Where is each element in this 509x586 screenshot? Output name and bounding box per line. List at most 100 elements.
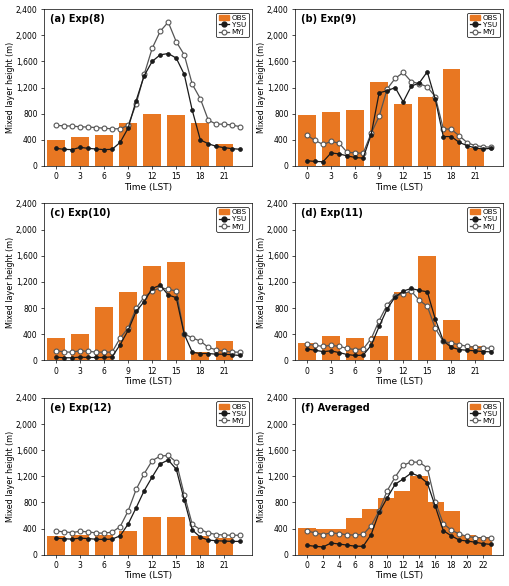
- YSU: [117, 341, 123, 348]
- MYJ: [230, 122, 236, 129]
- YSU: [205, 537, 211, 544]
- YSU: [408, 83, 414, 90]
- Bar: [346, 338, 364, 360]
- MYJ: [440, 520, 446, 527]
- YSU: [304, 542, 310, 549]
- YSU: [336, 540, 342, 547]
- Bar: [467, 346, 484, 360]
- MYJ: [101, 530, 107, 537]
- Bar: [119, 292, 137, 360]
- MYJ: [424, 83, 430, 90]
- Line: MYJ: MYJ: [53, 453, 243, 538]
- MYJ: [320, 531, 326, 538]
- MYJ: [392, 473, 398, 481]
- YSU: [189, 349, 195, 356]
- YSU: [189, 107, 195, 114]
- YSU: [320, 158, 326, 165]
- MYJ: [440, 125, 446, 132]
- MYJ: [376, 507, 382, 514]
- YSU: [328, 540, 334, 547]
- YSU: [149, 473, 155, 481]
- YSU: [53, 145, 59, 152]
- Bar: [394, 104, 412, 166]
- Legend: OBS, YSU, MYJ: OBS, YSU, MYJ: [467, 13, 500, 38]
- MYJ: [53, 527, 59, 534]
- MYJ: [376, 317, 382, 324]
- Bar: [47, 536, 65, 555]
- YSU: [480, 145, 487, 152]
- MYJ: [141, 470, 147, 477]
- Bar: [314, 529, 332, 555]
- Y-axis label: Mixed layer height (m): Mixed layer height (m): [257, 236, 266, 328]
- Bar: [144, 265, 161, 360]
- Bar: [346, 518, 364, 555]
- YSU: [117, 139, 123, 146]
- Bar: [322, 336, 340, 360]
- MYJ: [312, 342, 318, 349]
- Bar: [191, 537, 209, 555]
- Bar: [467, 148, 484, 166]
- YSU: [320, 543, 326, 550]
- MYJ: [312, 137, 318, 144]
- MYJ: [352, 149, 358, 156]
- YSU: [384, 87, 390, 94]
- Bar: [371, 81, 388, 166]
- MYJ: [181, 331, 187, 338]
- MYJ: [181, 52, 187, 59]
- YSU: [368, 342, 374, 349]
- MYJ: [392, 293, 398, 300]
- YSU: [93, 145, 99, 152]
- MYJ: [101, 349, 107, 356]
- YSU: [312, 543, 318, 550]
- Bar: [410, 476, 428, 555]
- MYJ: [424, 464, 430, 471]
- YSU: [408, 285, 414, 292]
- MYJ: [360, 345, 366, 352]
- Line: MYJ: MYJ: [304, 459, 494, 540]
- MYJ: [440, 338, 446, 345]
- MYJ: [352, 346, 358, 353]
- Line: YSU: YSU: [54, 52, 242, 152]
- MYJ: [53, 122, 59, 129]
- MYJ: [53, 347, 59, 354]
- MYJ: [416, 459, 422, 466]
- YSU: [440, 527, 446, 534]
- MYJ: [408, 288, 414, 295]
- YSU: [488, 349, 494, 356]
- YSU: [230, 145, 236, 152]
- YSU: [53, 534, 59, 541]
- MYJ: [125, 122, 131, 129]
- YSU: [368, 131, 374, 138]
- YSU: [141, 72, 147, 79]
- MYJ: [456, 132, 462, 139]
- Bar: [442, 69, 460, 166]
- YSU: [320, 348, 326, 355]
- Bar: [95, 534, 113, 555]
- MYJ: [237, 349, 243, 356]
- MYJ: [85, 124, 91, 131]
- Bar: [47, 338, 65, 360]
- MYJ: [472, 344, 478, 351]
- MYJ: [368, 522, 374, 529]
- Text: (f) Averaged: (f) Averaged: [301, 403, 370, 413]
- MYJ: [189, 521, 195, 528]
- MYJ: [424, 302, 430, 309]
- Y-axis label: Mixed layer height (m): Mixed layer height (m): [257, 431, 266, 522]
- MYJ: [304, 132, 310, 139]
- YSU: [117, 532, 123, 539]
- MYJ: [230, 532, 236, 539]
- Bar: [474, 537, 492, 555]
- YSU: [408, 469, 414, 476]
- Bar: [442, 320, 460, 360]
- X-axis label: Time (LST): Time (LST): [375, 571, 423, 581]
- MYJ: [304, 340, 310, 347]
- YSU: [173, 294, 179, 301]
- Text: (c) Exp(10): (c) Exp(10): [50, 208, 111, 218]
- MYJ: [400, 69, 406, 76]
- YSU: [85, 535, 91, 542]
- MYJ: [93, 124, 99, 131]
- YSU: [181, 71, 187, 78]
- MYJ: [133, 100, 139, 107]
- MYJ: [197, 95, 204, 102]
- Text: (b) Exp(9): (b) Exp(9): [301, 13, 356, 24]
